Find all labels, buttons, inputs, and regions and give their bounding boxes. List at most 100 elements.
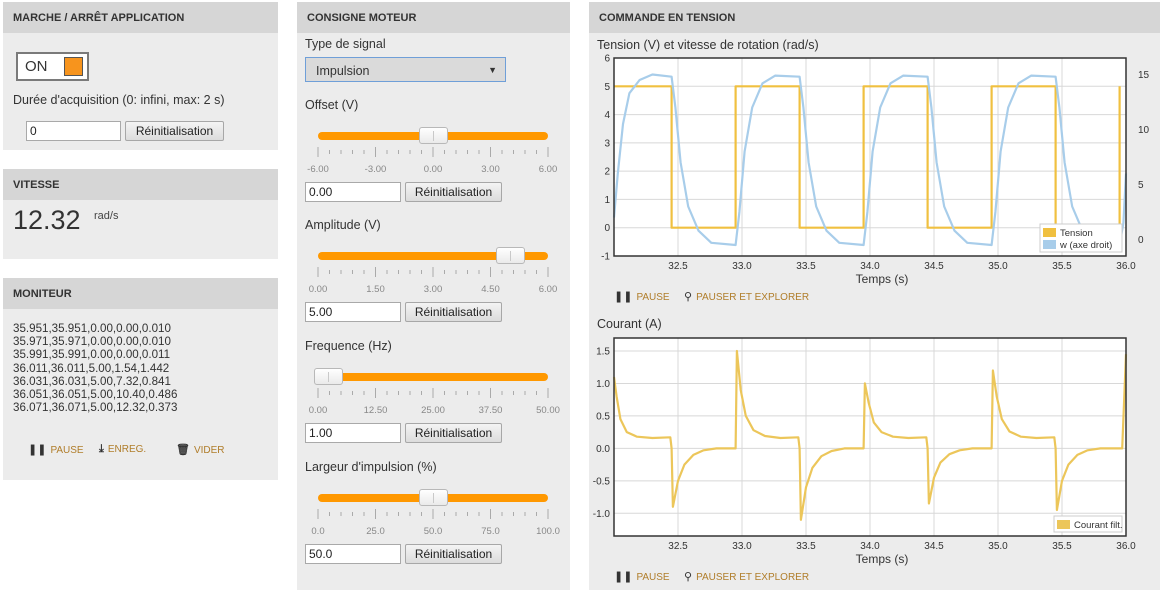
monitor-save-label: ENREG.	[107, 444, 147, 455]
slider-label: Amplitude (V)	[305, 218, 381, 232]
y2-tick-label: 0	[1138, 235, 1144, 246]
slider-tick-label: -3.00	[364, 164, 387, 175]
slider-handle[interactable]	[495, 247, 525, 264]
series-line-0	[612, 349, 1128, 521]
monitor-save-button[interactable]: ⤓ ENREG.	[99, 443, 146, 456]
slider-label: Frequence (Hz)	[305, 339, 392, 353]
plot-frame	[613, 57, 1127, 257]
pause-icon: ❚❚	[614, 291, 633, 303]
slider-tick-label: 4.50	[481, 284, 500, 295]
slider-handle[interactable]	[314, 368, 343, 385]
y-tick-label: 5	[604, 82, 610, 93]
monitor-pause-button[interactable]: ❚❚ PAUSE	[28, 443, 84, 456]
y-tick-label: 1.5	[596, 346, 610, 357]
slider-tick-label: 6.00	[538, 284, 558, 295]
slider-track[interactable]	[318, 373, 548, 381]
slider-tick-label: 37.50	[478, 405, 503, 416]
legend-label: Tension	[1060, 228, 1093, 239]
slider-tick-label: 0.0	[311, 526, 325, 537]
x-tick-label: 34.0	[860, 541, 880, 552]
y-tick-label: 0.0	[596, 444, 610, 455]
monitor-line: 36.011,36.011,5.00,1.54,1.442	[13, 361, 170, 375]
legend-box	[1053, 515, 1123, 533]
monitor-panel: MONITEUR	[3, 278, 278, 480]
x-tick-label: 32.5	[668, 261, 688, 272]
acquisition-duration-label: Durée d'acquisition (0: infini, max: 2 s…	[13, 93, 225, 107]
legend-swatch	[1057, 520, 1070, 529]
slider-tick-label: 25.0	[366, 526, 385, 537]
search-icon: ⚲	[684, 291, 693, 303]
monitor-title: MONITEUR	[3, 278, 278, 309]
signal-type-value: Impulsion	[316, 64, 370, 78]
on-off-toggle[interactable]: ON	[16, 52, 89, 81]
chart1-pause-label: PAUSE	[636, 292, 670, 303]
slider-reset-button[interactable]: Réinitialisation	[405, 423, 502, 443]
slider-tick-label: 25.00	[421, 405, 445, 416]
monitor-line: 35.971,35.971,0.00,0.00,0.010	[13, 335, 171, 349]
x-tick-label: 32.5	[668, 541, 688, 552]
pause-icon: ❚❚	[28, 444, 47, 456]
x-tick-label: 35.0	[988, 261, 1008, 272]
series-line-0	[614, 85, 1121, 229]
chart2-explore-label: PAUSER ET EXPLORER	[696, 572, 810, 583]
slider-label: Largeur d'impulsion (%)	[305, 460, 437, 474]
voltage-command-title: COMMANDE EN TENSION	[589, 2, 1160, 33]
y-tick-label: 0	[604, 223, 610, 234]
series-line-1	[612, 73, 1128, 247]
x-tick-label: 34.5	[924, 261, 944, 272]
slider-value-input[interactable]	[305, 423, 401, 443]
slider-reset-button[interactable]: Réinitialisation	[405, 302, 502, 322]
monitor-line: 35.951,35.951,0.00,0.00,0.010	[13, 322, 171, 335]
app-control-title: MARCHE / ARRÊT APPLICATION	[3, 2, 278, 33]
toggle-knob[interactable]	[64, 57, 83, 76]
legend-swatch	[1043, 228, 1056, 237]
chart1-title: Tension (V) et vitesse de rotation (rad/…	[597, 38, 819, 52]
x-tick-label: 33.5	[796, 261, 816, 272]
app-control-panel: MARCHE / ARRÊT APPLICATION ON Durée d'ac…	[3, 2, 278, 150]
slider-value-input[interactable]	[305, 544, 401, 564]
acquisition-reset-button[interactable]: Réinitialisation	[125, 121, 224, 141]
slider-tick-label: 0.00	[423, 164, 443, 175]
monitor-line: 36.051,36.051,5.00,10.40,0.486	[13, 388, 178, 402]
slider-tick-label: 12.50	[363, 405, 388, 416]
monitor-clear-label: VIDER	[193, 445, 225, 456]
slider-ticks	[317, 147, 549, 157]
monitor-clear-button[interactable]: 🗑 VIDER	[176, 443, 225, 456]
x-tick-label: 34.5	[924, 541, 944, 552]
x-tick-label: 35.5	[1052, 261, 1072, 272]
motor-setpoint-panel: CONSIGNE MOTEUR	[297, 2, 570, 590]
y-tick-label: 4	[604, 110, 610, 121]
acquisition-duration-input[interactable]	[26, 121, 121, 141]
slider-handle[interactable]	[419, 127, 448, 144]
chart1-explore-label: PAUSER ET EXPLORER	[696, 292, 810, 303]
chart2-pause-button[interactable]: ❚❚ PAUSE	[614, 570, 670, 583]
slider-handle[interactable]	[419, 489, 448, 506]
slider-tick-label: 0.00	[308, 405, 328, 416]
motor-setpoint-title: CONSIGNE MOTEUR	[297, 2, 570, 33]
monitor-log: 35.951,35.951,0.00,0.00,0.010 35.971,35.…	[13, 322, 177, 414]
slider-tick-label: 6.00	[538, 164, 558, 175]
monitor-pause-label: PAUSE	[50, 445, 84, 456]
legend-swatch	[1043, 240, 1056, 249]
slider-ticks	[317, 388, 549, 398]
slider-ticks	[317, 509, 549, 519]
signal-type-label: Type de signal	[305, 37, 386, 51]
slider-tick-label: 3.00	[481, 164, 500, 175]
y-tick-label: -1	[601, 252, 610, 263]
y-tick-label: 0.5	[596, 411, 610, 422]
chart1-explore-button[interactable]: ⚲ PAUSER ET EXPLORER	[684, 290, 809, 303]
slider-tick-label: 3.00	[423, 284, 443, 295]
slider-reset-button[interactable]: Réinitialisation	[405, 544, 502, 564]
slider-reset-button[interactable]: Réinitialisation	[405, 182, 502, 202]
slider-ticks	[317, 267, 549, 277]
x-tick-label: 33.0	[732, 261, 752, 272]
chart2-explore-button[interactable]: ⚲ PAUSER ET EXPLORER	[684, 570, 809, 583]
slider-track[interactable]	[318, 252, 548, 260]
signal-type-select[interactable]: Impulsion ▼	[305, 57, 506, 82]
slider-tick-label: 1.50	[366, 284, 385, 295]
chart1-pause-button[interactable]: ❚❚ PAUSE	[614, 290, 670, 303]
slider-value-input[interactable]	[305, 302, 401, 322]
slider-tick-label: -6.00	[307, 164, 329, 175]
slider-value-input[interactable]	[305, 182, 401, 202]
y-tick-label: -1.0	[593, 509, 611, 520]
